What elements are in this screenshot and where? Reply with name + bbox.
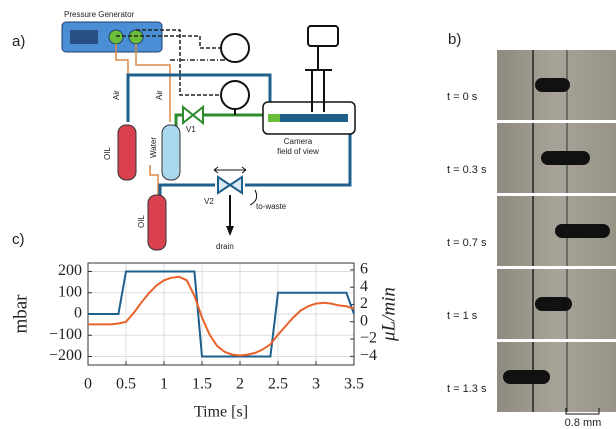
y-tick-label: 0 <box>74 305 82 322</box>
port <box>128 29 144 45</box>
channel-plug <box>268 114 280 122</box>
y-tick-label: −200 <box>49 347 82 364</box>
x-tick-label: 2 <box>236 376 244 393</box>
droplet <box>535 78 570 92</box>
time-label: t = 0 s <box>447 91 478 103</box>
series-line <box>88 270 355 358</box>
panel-label: c) <box>12 231 25 248</box>
valve-label: V2 <box>204 197 214 206</box>
camera <box>307 25 339 47</box>
x-tick-label: 3.5 <box>344 376 364 393</box>
valve <box>217 175 243 195</box>
y-axis-label: mbar <box>10 294 31 334</box>
oil-tube <box>117 124 137 181</box>
valve <box>182 104 204 126</box>
camera-label: field of view <box>277 147 319 156</box>
time-label: t = 1.3 s <box>447 383 487 395</box>
y2-tick-label: 0 <box>360 312 368 329</box>
y2-tick-label: 2 <box>360 295 368 312</box>
screen <box>70 30 98 44</box>
x-tick-label: 1.5 <box>192 376 212 393</box>
drain-label: drain <box>216 242 234 251</box>
device-label: Pressure Generator <box>64 10 135 19</box>
channel <box>268 114 348 122</box>
camera-label: Camera <box>284 137 313 146</box>
y-tick-label: 200 <box>58 262 82 279</box>
arrow <box>226 226 234 236</box>
droplet <box>503 370 550 384</box>
valve-label: V1 <box>186 125 196 134</box>
air-label: Air <box>155 90 164 100</box>
panel-label: b) <box>448 31 461 48</box>
waste-label: to-waste <box>256 202 287 211</box>
droplet <box>535 297 572 311</box>
tube-label: Water <box>149 137 158 158</box>
tube-label: OIL <box>103 147 112 160</box>
x-tick-label: 0.5 <box>116 376 136 393</box>
time-label: t = 1 s <box>447 310 478 322</box>
y2-tick-label: −4 <box>360 347 377 364</box>
air-label: Air <box>112 90 121 100</box>
y2-tick-label: −2 <box>360 330 377 347</box>
water-tube <box>161 124 181 181</box>
x-tick-label: 1 <box>160 376 168 393</box>
y2-tick-label: 6 <box>360 261 368 278</box>
y2-axis-label: μL/min <box>378 287 399 342</box>
x-axis-label: Time [s] <box>194 404 248 421</box>
x-tick-label: 3 <box>312 376 320 393</box>
panel-label: a) <box>12 33 25 50</box>
droplet <box>555 224 610 238</box>
gauge <box>220 80 250 110</box>
droplet <box>541 151 590 165</box>
arrow <box>213 166 247 174</box>
x-tick-label: 2.5 <box>268 376 288 393</box>
arrow <box>249 189 258 206</box>
y2-tick-label: 4 <box>360 278 368 295</box>
y-tick-label: −100 <box>49 326 82 343</box>
oil-tube <box>147 194 167 251</box>
gauge <box>220 33 250 63</box>
y-tick-label: 100 <box>58 283 82 300</box>
scale-bar <box>565 408 600 415</box>
frames: t = 0 s t = 0.3 s t = 0.7 s t = 1 s t = 1.3 … <box>447 50 616 412</box>
time-label: t = 0.7 s <box>447 237 487 249</box>
x-tick-label: 0 <box>84 376 92 393</box>
port <box>108 29 124 45</box>
scale-label: 0.8 mm <box>565 417 602 429</box>
series-line <box>88 275 355 357</box>
time-label: t = 0.3 s <box>447 164 487 176</box>
tubing <box>115 29 352 245</box>
tripod <box>305 46 332 112</box>
chart: 0 0.5 1 1.5 2 2.5 3 3.5−200−1000100200−4−20246T… <box>10 261 399 421</box>
tube-label: OIL <box>137 215 146 228</box>
